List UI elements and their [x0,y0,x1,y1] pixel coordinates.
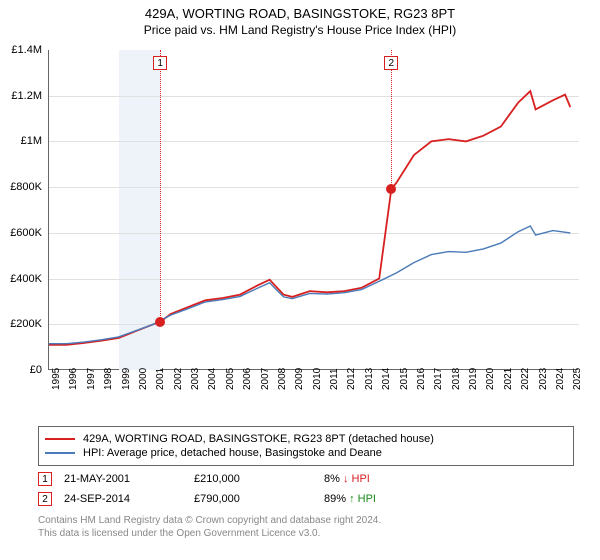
x-tick-label: 2004 [207,368,218,390]
y-tick-label: £600K [0,227,42,239]
legend-row: HPI: Average price, detached house, Basi… [45,447,567,459]
chart-title: 429A, WORTING ROAD, BASINGSTOKE, RG23 8P… [0,6,600,21]
x-tick-label: 2013 [364,368,375,390]
y-tick-label: £0 [0,364,42,376]
attribution-line2: This data is licensed under the Open Gov… [38,527,574,540]
x-tick-label: 2017 [433,368,444,390]
x-tick-label: 2012 [346,368,357,390]
x-tick-label: 1996 [68,368,79,390]
legend-swatch [45,452,75,454]
x-tick-label: 2006 [242,368,253,390]
x-tick-label: 1995 [51,368,62,390]
series-hpi [49,226,570,344]
legend-label: 429A, WORTING ROAD, BASINGSTOKE, RG23 8P… [83,433,434,445]
x-tick-label: 2005 [225,368,236,390]
x-tick-label: 2016 [416,368,427,390]
x-tick-label: 2011 [329,368,340,390]
x-tick-label: 2003 [190,368,201,390]
x-tick-label: 2000 [138,368,149,390]
sale-date: 24-SEP-2014 [64,493,194,505]
x-tick-label: 2019 [468,368,479,390]
x-tick-label: 2002 [173,368,184,390]
x-tick-label: 1998 [103,368,114,390]
sale-row-marker: 1 [38,472,52,486]
x-tick-label: 2008 [277,368,288,390]
sale-price: £790,000 [194,493,324,505]
sale-vs-hpi: 89% ↑ HPI [324,493,444,505]
series-lines [49,50,579,370]
chart-subtitle: Price paid vs. HM Land Registry's House … [0,23,600,37]
x-tick-label: 2009 [294,368,305,390]
x-tick-label: 2018 [451,368,462,390]
legend-block: 429A, WORTING ROAD, BASINGSTOKE, RG23 8P… [38,426,574,540]
y-tick-label: £1.4M [0,44,42,56]
y-tick-label: £800K [0,181,42,193]
legend-label: HPI: Average price, detached house, Basi… [83,447,382,459]
sale-date: 21-MAY-2001 [64,473,194,485]
chart-area: 12 £0£200K£400K£600K£800K£1M£1.2M£1.4M 1… [48,50,578,410]
sale-marker-box: 2 [384,56,398,70]
x-tick-label: 2015 [399,368,410,390]
x-tick-label: 2014 [381,368,392,390]
sale-marker-box: 1 [153,56,167,70]
sale-row-marker: 2 [38,492,52,506]
y-tick-label: £1M [0,135,42,147]
x-tick-label: 2023 [538,368,549,390]
y-tick-label: £400K [0,273,42,285]
x-tick-label: 2024 [555,368,566,390]
legend-row: 429A, WORTING ROAD, BASINGSTOKE, RG23 8P… [45,433,567,445]
plot-region: 12 [48,50,578,370]
legend-box: 429A, WORTING ROAD, BASINGSTOKE, RG23 8P… [38,426,574,466]
x-tick-label: 2010 [312,368,323,390]
sale-vline [160,50,161,322]
x-tick-label: 2020 [485,368,496,390]
series-property [49,91,570,345]
attribution: Contains HM Land Registry data © Crown c… [38,514,574,540]
x-tick-label: 1997 [86,368,97,390]
title-block: 429A, WORTING ROAD, BASINGSTOKE, RG23 8P… [0,0,600,37]
sale-price: £210,000 [194,473,324,485]
x-tick-label: 2001 [155,368,166,390]
legend-swatch [45,438,75,440]
sale-row: 2 24-SEP-2014£790,00089% ↑ HPI [38,492,574,506]
x-tick-label: 1999 [121,368,132,390]
y-tick-label: £200K [0,318,42,330]
x-tick-label: 2021 [503,368,514,390]
x-tick-label: 2022 [520,368,531,390]
sale-vs-hpi: 8% ↓ HPI [324,473,444,485]
x-tick-label: 2025 [572,368,583,390]
x-tick-label: 2007 [260,368,271,390]
attribution-line1: Contains HM Land Registry data © Crown c… [38,514,574,527]
y-tick-label: £1.2M [0,90,42,102]
sale-row: 1 21-MAY-2001£210,0008% ↓ HPI [38,472,574,486]
